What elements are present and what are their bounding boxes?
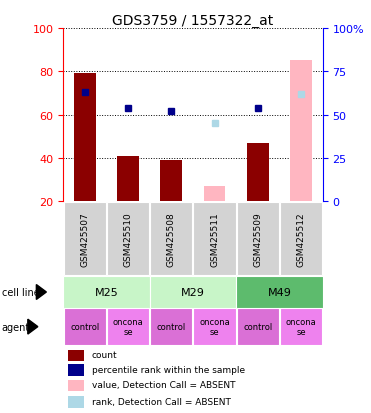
Bar bbox=[117, 156, 139, 202]
Text: GSM425509: GSM425509 bbox=[253, 212, 262, 266]
Bar bbox=[63, 277, 150, 308]
Bar bbox=[237, 202, 279, 276]
Text: M29: M29 bbox=[181, 287, 205, 297]
Bar bbox=[280, 309, 322, 345]
Text: M25: M25 bbox=[95, 287, 118, 297]
Bar bbox=[107, 202, 149, 276]
Bar bbox=[150, 277, 236, 308]
Bar bbox=[280, 202, 322, 276]
Bar bbox=[63, 202, 106, 276]
Text: count: count bbox=[92, 351, 117, 360]
Bar bbox=[237, 309, 279, 345]
Bar bbox=[193, 309, 236, 345]
Text: GSM425510: GSM425510 bbox=[124, 212, 132, 266]
Text: oncona
se: oncona se bbox=[113, 317, 143, 337]
Bar bbox=[150, 309, 193, 345]
Text: control: control bbox=[243, 322, 272, 331]
Bar bbox=[161, 161, 182, 202]
Text: control: control bbox=[157, 322, 186, 331]
Text: GSM425511: GSM425511 bbox=[210, 212, 219, 266]
Bar bbox=[107, 309, 149, 345]
Bar bbox=[290, 61, 312, 202]
Text: GSM425508: GSM425508 bbox=[167, 212, 176, 266]
Bar bbox=[204, 187, 226, 202]
Bar bbox=[193, 202, 236, 276]
Text: GSM425512: GSM425512 bbox=[297, 212, 306, 266]
Text: rank, Detection Call = ABSENT: rank, Detection Call = ABSENT bbox=[92, 397, 230, 406]
Bar bbox=[74, 74, 96, 202]
Bar bbox=[68, 396, 84, 408]
Bar bbox=[68, 350, 84, 361]
Text: control: control bbox=[70, 322, 99, 331]
Bar bbox=[150, 202, 193, 276]
Text: M49: M49 bbox=[267, 287, 292, 297]
Text: GSM425507: GSM425507 bbox=[80, 212, 89, 266]
Bar bbox=[63, 309, 106, 345]
Bar bbox=[68, 380, 84, 391]
Bar bbox=[247, 143, 269, 202]
Text: oncona
se: oncona se bbox=[286, 317, 316, 337]
Bar bbox=[236, 277, 323, 308]
Text: percentile rank within the sample: percentile rank within the sample bbox=[92, 365, 245, 374]
Bar bbox=[68, 365, 84, 376]
Text: cell line: cell line bbox=[2, 287, 40, 297]
Text: agent: agent bbox=[2, 322, 30, 332]
Text: oncona
se: oncona se bbox=[199, 317, 230, 337]
Text: value, Detection Call = ABSENT: value, Detection Call = ABSENT bbox=[92, 380, 235, 389]
Title: GDS3759 / 1557322_at: GDS3759 / 1557322_at bbox=[112, 14, 273, 28]
